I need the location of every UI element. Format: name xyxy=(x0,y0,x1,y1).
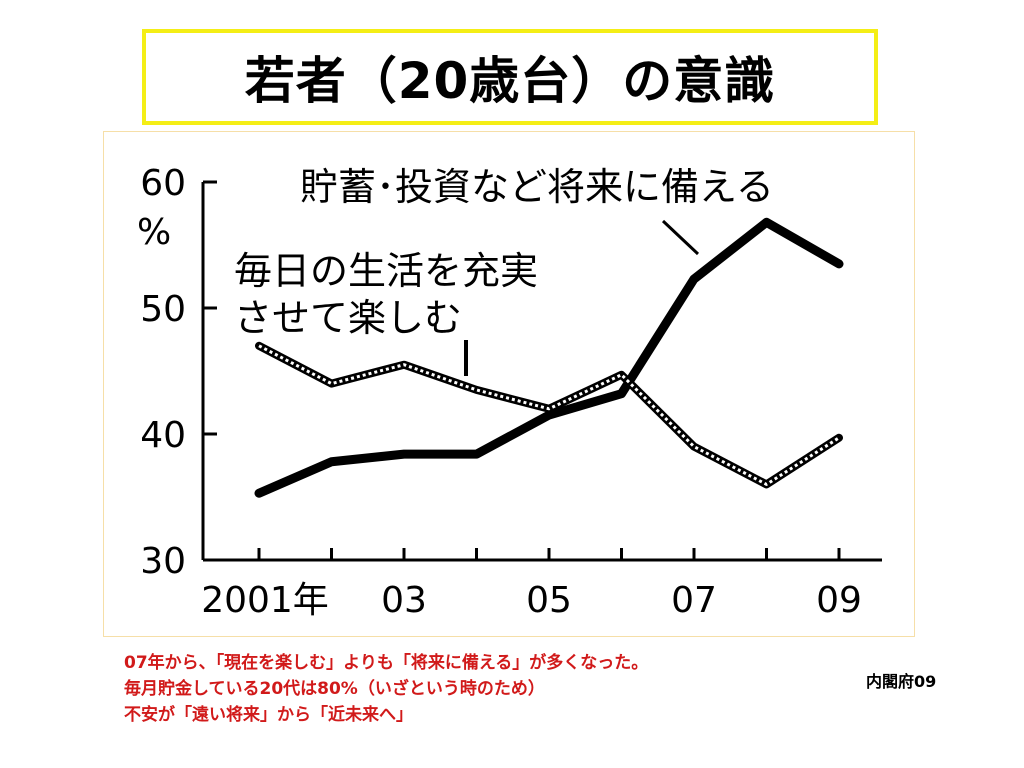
y-tick-label: 60 xyxy=(140,163,186,204)
caption: 07年から、「現在を楽しむ」よりも「将来に備える」が多くなった。 毎月貯金してい… xyxy=(124,650,648,728)
slide-title: 若者（20歳台）の意識 xyxy=(244,52,776,110)
x-tick-label: 2001年 xyxy=(201,580,329,621)
annotation-future: 貯蓄･投資など将来に備える xyxy=(300,165,774,209)
chart-series xyxy=(254,217,844,498)
annotation-future-leader xyxy=(661,219,700,256)
y-axis-unit-label: % xyxy=(137,212,171,253)
y-tick-label: 40 xyxy=(140,415,186,456)
chart-ticks: 60 50 40 30% 2001年 03 05 07 09 xyxy=(137,163,862,621)
y-tick-label: 30 xyxy=(140,541,186,582)
line-chart: 60 50 40 30% 2001年 03 05 07 09 貯蓄･投資など将来に備える毎日の生… xyxy=(137,163,882,621)
x-tick-label: 09 xyxy=(816,580,862,621)
annotation-present-line: させて楽しむ xyxy=(234,296,462,340)
chart-frame: 60 50 40 30% 2001年 03 05 07 09 貯蓄･投資など将来に備える毎日の生… xyxy=(103,131,915,637)
x-tick-label: 03 xyxy=(381,580,427,621)
caption-line-3: 不安が「遠い将来」から「近未来へ」 xyxy=(124,705,413,725)
chart-axes xyxy=(201,182,882,562)
y-tick-label: 50 xyxy=(140,289,186,330)
caption-line-1: 07年から、「現在を楽しむ」よりも「将来に備える」が多くなった。 xyxy=(124,653,649,673)
title-box: 若者（20歳台）の意識 xyxy=(142,29,878,125)
caption-line-2: 毎月貯金している20代は80%（いざという時のため） xyxy=(124,679,545,699)
x-tick-label: 05 xyxy=(526,580,572,621)
annotation-present-line: 毎日の生活を充実 xyxy=(234,249,538,293)
x-tick-label: 07 xyxy=(671,580,717,621)
source-label: 内閣府09 xyxy=(866,672,937,691)
